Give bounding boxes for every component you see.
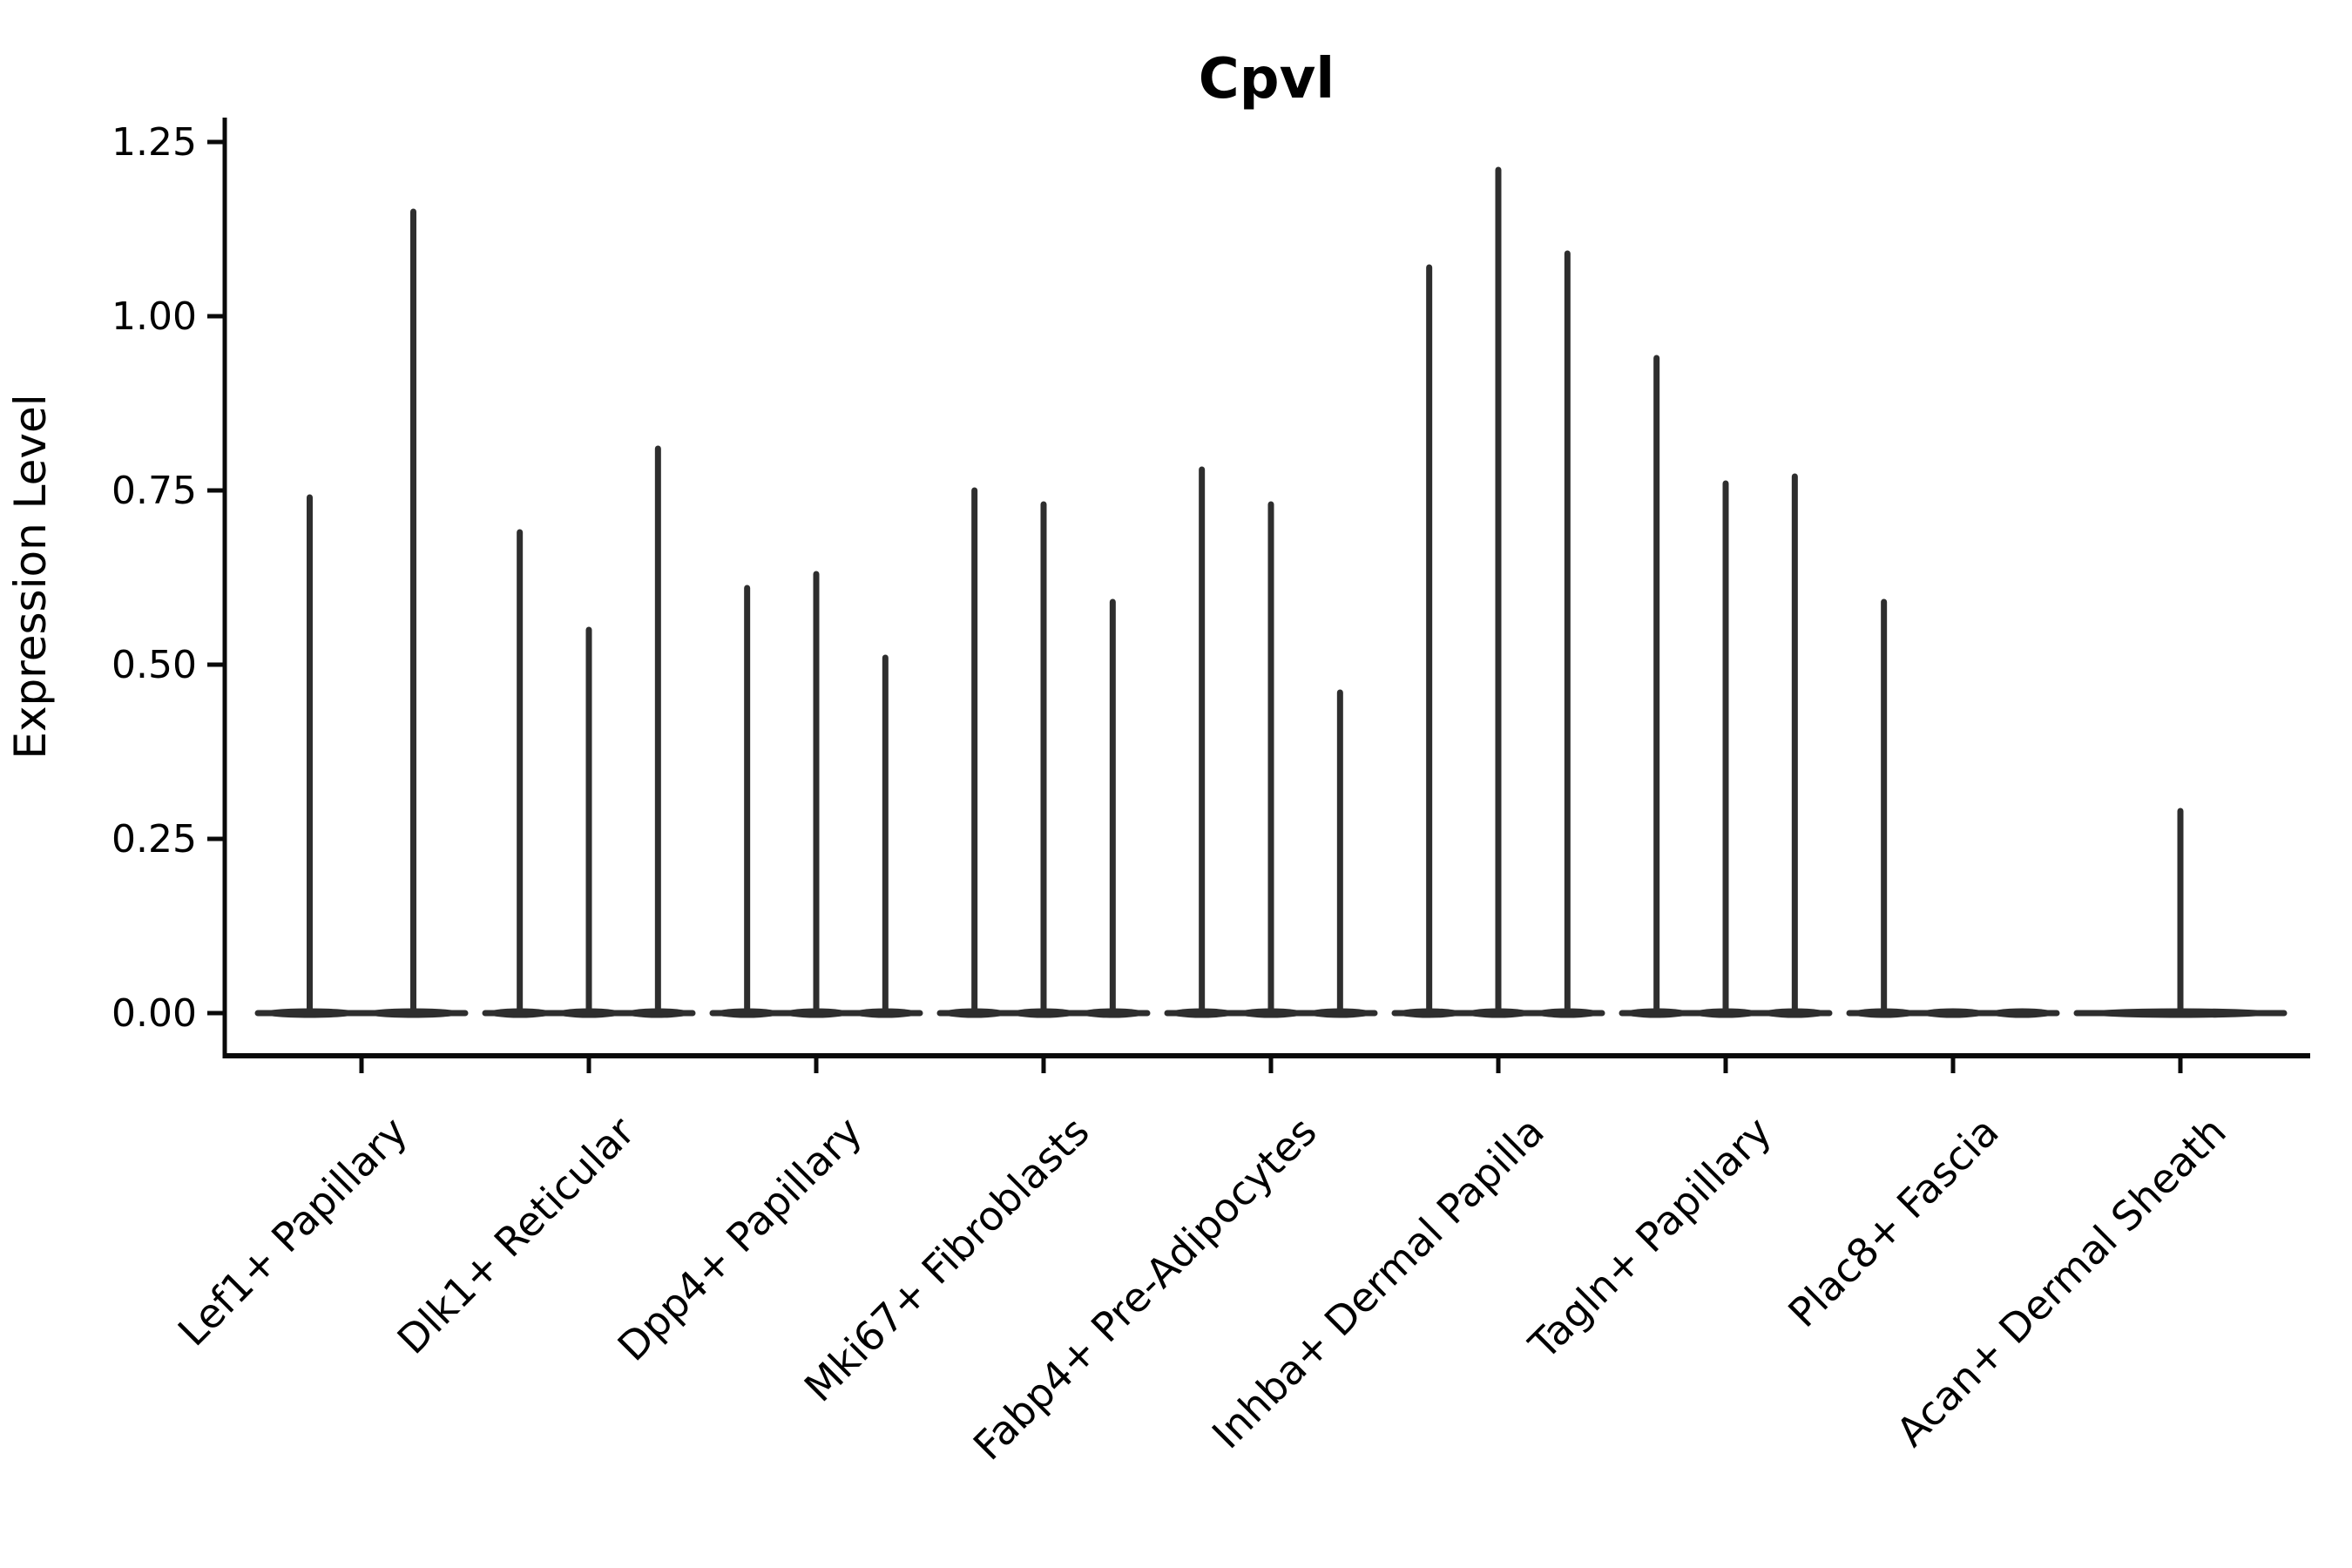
y-axis-tick-label: 0.50 <box>112 643 197 687</box>
violin-group <box>1391 166 1605 1018</box>
violin-group <box>709 571 923 1018</box>
violin-group <box>482 445 696 1018</box>
x-axis-tick-label: Plac8+ Fascia <box>1779 1108 2007 1336</box>
violin-group <box>1164 466 1378 1018</box>
violin-body-bump <box>1919 1008 1987 1018</box>
violin-group <box>936 487 1151 1018</box>
x-axis-tick-label: Tagln+ Papillary <box>1519 1108 1781 1369</box>
violin-group <box>254 208 469 1018</box>
chart-title: Cpvl <box>1199 47 1335 112</box>
violin-group <box>1619 355 1833 1018</box>
violin-group <box>2073 808 2288 1018</box>
y-axis-label: Expression Level <box>5 394 56 759</box>
y-axis-tick-label: 0.25 <box>112 817 197 862</box>
x-axis-tick-label: Dlk1+ Reticular <box>389 1108 644 1363</box>
y-axis-tick-label: 1.25 <box>112 120 197 165</box>
violin-group <box>1846 598 2060 1018</box>
violin-body-bump <box>1989 1008 2056 1018</box>
y-axis-tick-label: 0.00 <box>112 991 197 1036</box>
y-axis-tick-label: 1.00 <box>112 294 197 339</box>
x-axis-tick-label: Dpp4+ Papillary <box>609 1108 871 1370</box>
x-axis-tick-label: Lef1+ Papillary <box>169 1108 416 1355</box>
y-axis-tick-label: 0.75 <box>112 469 197 513</box>
violins-layer <box>254 166 2288 1018</box>
